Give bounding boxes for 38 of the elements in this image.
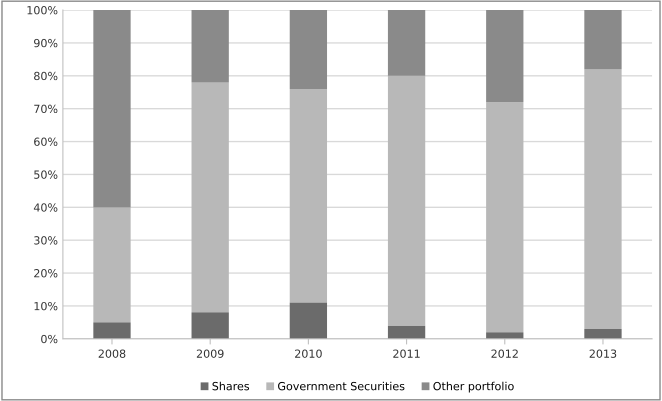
y-tick-label: 80% xyxy=(34,72,58,80)
bar xyxy=(290,302,328,339)
legend-label: Government Securities xyxy=(278,382,404,390)
x-tick-label: 2010 xyxy=(295,349,322,358)
bar xyxy=(486,102,524,332)
bar xyxy=(388,326,426,339)
y-tick-label: 0% xyxy=(41,334,58,344)
x-tick-label: 2012 xyxy=(491,349,518,358)
x-tick-label: 2011 xyxy=(393,349,420,358)
x-tick-label: 2013 xyxy=(590,349,616,358)
bar xyxy=(192,312,229,339)
y-tick-label: 60% xyxy=(34,138,58,146)
bar xyxy=(290,10,328,89)
legend-label: Other portfolio xyxy=(433,382,514,392)
bar xyxy=(584,328,622,339)
y-tick-label: 90% xyxy=(34,38,58,48)
legend-label: Shares xyxy=(212,382,250,390)
bar xyxy=(388,76,426,326)
bar xyxy=(486,332,524,339)
x-tick-label: 2008 xyxy=(98,349,126,358)
bar xyxy=(388,10,426,76)
y-tick-label: 10% xyxy=(34,302,58,310)
y-tick-label: 100% xyxy=(27,6,58,14)
bar xyxy=(486,10,524,102)
bar xyxy=(192,82,229,313)
bar xyxy=(584,69,622,329)
y-tick-label: 20% xyxy=(34,269,58,278)
bar xyxy=(584,10,622,70)
x-tick-label: 2009 xyxy=(196,349,224,358)
bar xyxy=(290,88,328,303)
y-tick-label: 50% xyxy=(34,170,58,179)
y-tick-label: 70% xyxy=(34,104,58,114)
bar xyxy=(192,10,229,82)
bar xyxy=(93,322,131,339)
y-tick-label: 40% xyxy=(34,203,58,212)
bar xyxy=(93,10,131,208)
bar xyxy=(93,207,131,322)
y-tick-label: 30% xyxy=(34,236,58,245)
